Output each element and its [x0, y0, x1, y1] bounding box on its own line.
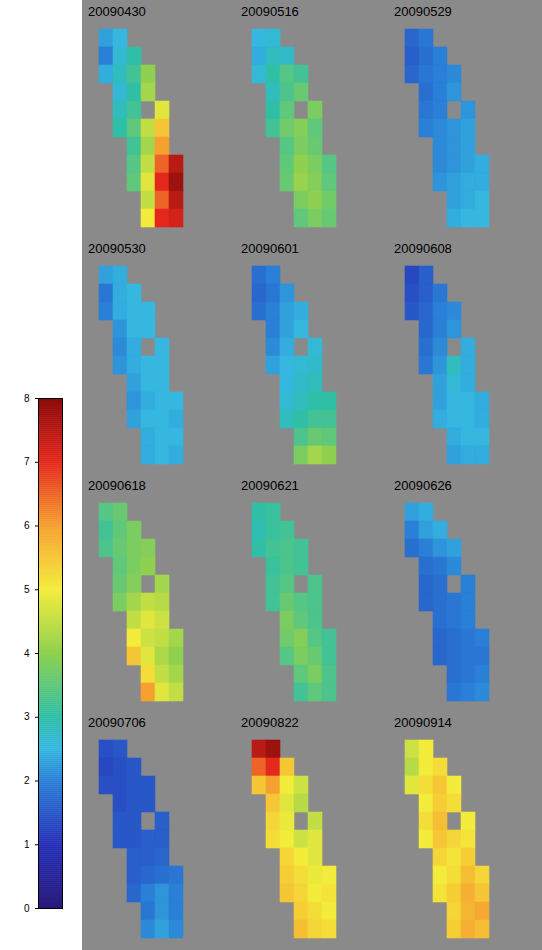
svg-text:3: 3 [24, 711, 30, 722]
html-text:20090608: 20090608 [394, 241, 452, 256]
svg-text:1: 1 [24, 839, 30, 850]
svg-text:0: 0 [24, 903, 30, 914]
html-text:20090430: 20090430 [88, 4, 146, 19]
svg-text:2: 2 [24, 775, 30, 786]
html-text:20090529: 20090529 [394, 4, 452, 19]
html-text:20090706: 20090706 [88, 715, 146, 730]
html-text:20090601: 20090601 [241, 241, 299, 256]
svg-text:7: 7 [24, 456, 30, 467]
html-text:20090621: 20090621 [241, 478, 299, 493]
html-text:20090914: 20090914 [394, 715, 452, 730]
svg-text:4: 4 [24, 648, 30, 659]
html-text:20090626: 20090626 [394, 478, 452, 493]
html-text:20090530: 20090530 [88, 241, 146, 256]
html-text:20090822: 20090822 [241, 715, 299, 730]
html-text:20090618: 20090618 [88, 478, 146, 493]
svg-text:5: 5 [24, 584, 30, 595]
html-text:20090516: 20090516 [241, 4, 299, 19]
svg-text:8: 8 [24, 393, 30, 404]
svg-text:6: 6 [24, 520, 30, 531]
